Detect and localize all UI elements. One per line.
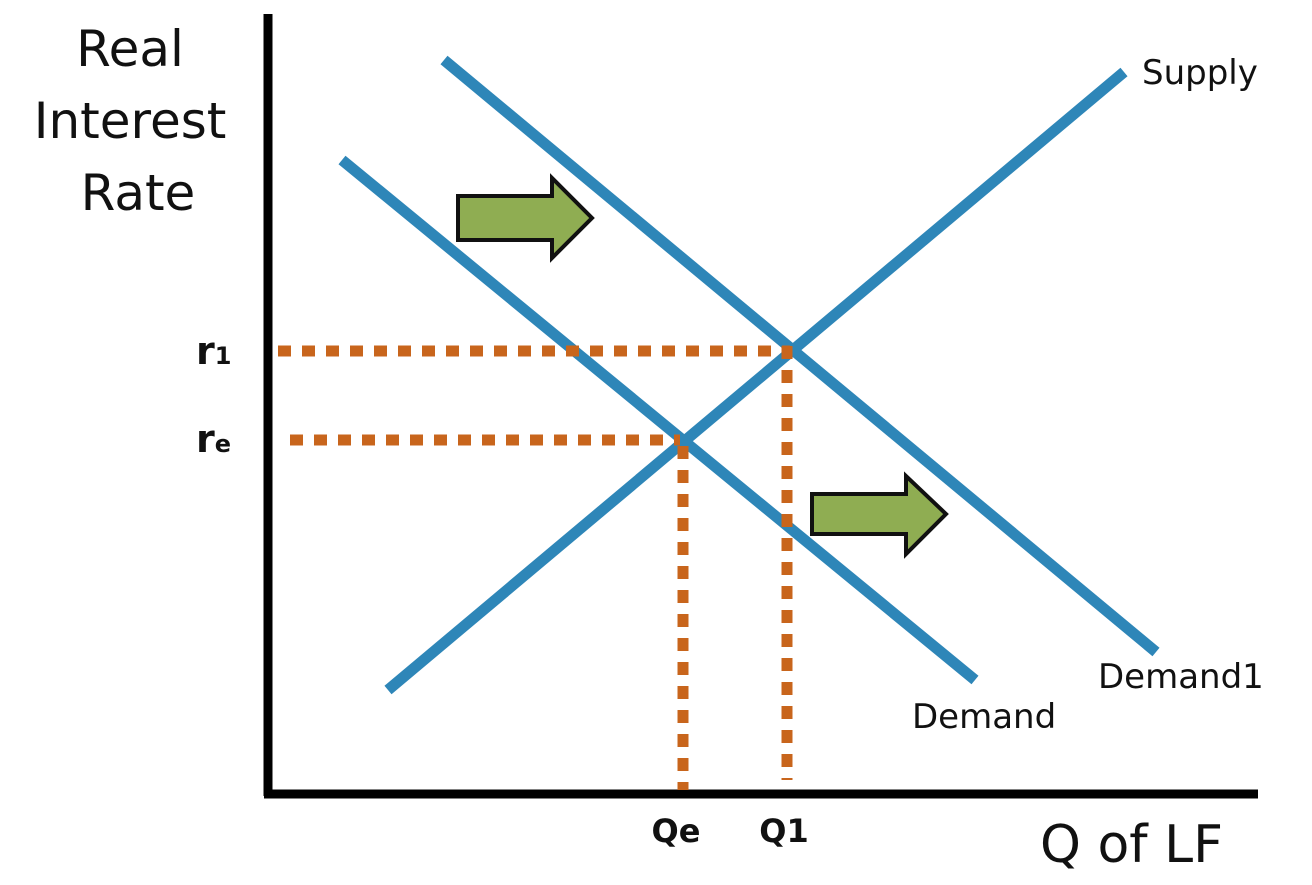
demand1-curve	[440, 55, 1160, 657]
x-axis-label: Q of LF	[1040, 815, 1223, 875]
q1-tick-label: Q1	[759, 812, 808, 850]
re-tick-label: re	[196, 417, 231, 461]
demand-label: Demand	[912, 697, 1056, 737]
shift-arrow-icon	[810, 471, 949, 559]
y-axis-label: Real Interest Rate	[34, 20, 243, 222]
demand-curve	[338, 155, 979, 685]
demand1-label: Demand1	[1098, 657, 1264, 697]
supply-label: Supply	[1142, 53, 1258, 93]
supply-curve	[384, 67, 1128, 695]
shift-arrow-icon	[456, 173, 595, 263]
r1-tick-label: r1	[196, 329, 231, 373]
qe-tick-label: Qe	[652, 812, 701, 850]
